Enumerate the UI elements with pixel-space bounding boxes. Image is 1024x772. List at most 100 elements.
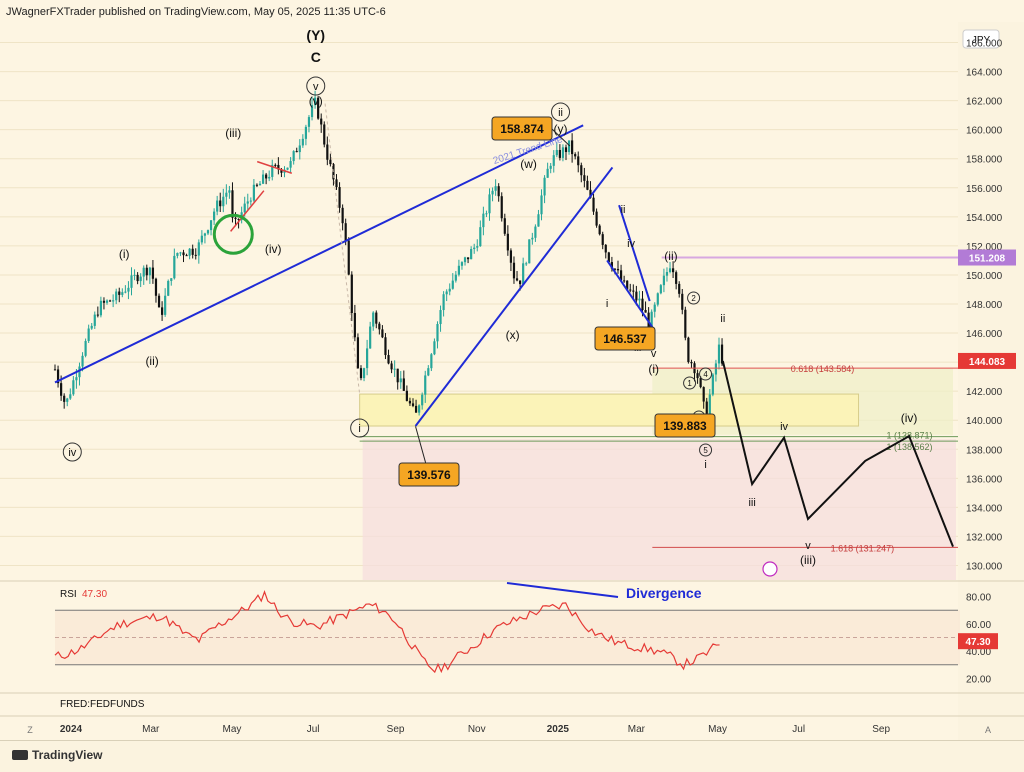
candle-body: [53, 369, 57, 371]
candle-body: [555, 149, 558, 156]
wave-label: (Y): [306, 27, 325, 43]
divergence-label: Divergence: [626, 585, 702, 601]
fred-pane: [0, 694, 958, 716]
wave-label: iv: [627, 238, 635, 250]
wave-label: (i): [648, 362, 659, 376]
wave-label: (x): [506, 328, 520, 342]
candle-body: [503, 218, 506, 234]
candle-body: [414, 405, 418, 413]
wave-label: v: [651, 348, 657, 360]
auto-a: A: [985, 725, 991, 735]
candle-body: [583, 175, 586, 181]
candle-body: [246, 201, 249, 204]
candle-body: [659, 285, 662, 294]
zoom-z: Z: [27, 725, 33, 735]
candle-body: [720, 344, 724, 364]
candle-body: [424, 375, 427, 395]
candle-body: [265, 174, 268, 179]
candles: [53, 90, 724, 421]
candle-body: [102, 300, 106, 303]
candle-body: [402, 378, 405, 391]
candle-body: [320, 118, 323, 125]
candle-body: [381, 329, 384, 338]
price-tag: [398, 462, 460, 487]
red-line-b: [256, 160, 293, 174]
candle-body: [430, 354, 433, 369]
candle-body: [696, 373, 699, 379]
candle-body: [157, 295, 161, 308]
candle-body: [84, 340, 87, 356]
candle-body: [286, 167, 289, 170]
candle-body: [574, 154, 577, 157]
wedge-upper: [618, 204, 651, 302]
wave-circle: [687, 291, 701, 305]
candle-body: [558, 149, 561, 158]
candle-body: [148, 267, 151, 276]
candle-body: [323, 124, 326, 145]
candle-body: [173, 255, 176, 279]
candle-body: [546, 168, 549, 178]
rsi-line: [54, 590, 720, 674]
wave-circle: [62, 442, 82, 462]
right-tag: 144.083: [969, 357, 1006, 368]
candle-body: [528, 239, 531, 264]
wave-label: iv: [780, 421, 788, 433]
candle-body: [399, 378, 402, 383]
wave-circle-label: 5: [703, 446, 708, 455]
candle-body: [359, 368, 363, 379]
candle-body: [298, 145, 301, 153]
candle-body: [506, 233, 509, 251]
candle-body: [702, 387, 705, 402]
candle-body: [228, 190, 231, 193]
candle-body: [552, 155, 555, 166]
candle-body: [96, 314, 99, 316]
price-tag: [654, 413, 716, 438]
candle-body: [375, 312, 378, 324]
candle-body: [378, 323, 381, 330]
wave-circle-label: 1: [687, 379, 692, 388]
candle-body: [623, 280, 626, 282]
candle-body: [564, 147, 568, 153]
candle-body: [142, 267, 145, 277]
candle-body: [598, 225, 601, 235]
currency-box: [962, 29, 1000, 49]
wave-label: (v): [309, 94, 323, 108]
candle-body: [329, 159, 332, 165]
rsi-y-tick: 20.00: [966, 674, 991, 685]
candle-body: [118, 291, 121, 295]
candle-body: [191, 248, 194, 255]
candle-body: [607, 252, 610, 263]
wave-label: v: [805, 540, 811, 552]
candle-body: [433, 341, 436, 355]
candle-body: [372, 312, 375, 327]
candle-body: [473, 247, 476, 250]
candle-body: [678, 283, 681, 294]
x-tick: May: [708, 724, 727, 735]
fred-label: FRED:FEDFUNDS: [60, 699, 145, 710]
wave-circle-label: v: [313, 81, 319, 93]
candle-body: [711, 374, 714, 395]
x-tick: Jul: [792, 724, 805, 735]
wave-label: ii: [621, 204, 626, 216]
candle-body: [543, 177, 546, 196]
candle-body: [160, 307, 164, 315]
wave-circle: [699, 443, 713, 457]
candle-body: [341, 207, 344, 224]
x-tick: 2025: [547, 724, 570, 735]
candle-body: [482, 213, 485, 228]
candle-body: [154, 278, 158, 296]
candle-body: [145, 267, 148, 276]
y-tick: 154.000: [966, 213, 1003, 224]
wave-circle: [699, 367, 713, 381]
candle-body: [255, 184, 259, 186]
support-zone: [359, 393, 860, 427]
candle-body: [610, 262, 613, 269]
candle-body: [662, 275, 666, 286]
price-tag: [491, 116, 553, 141]
candle-body: [457, 265, 461, 275]
wave-label: (ii): [664, 249, 677, 263]
fib-label-0618: 0.618 (143.584): [791, 364, 855, 374]
candle-body: [485, 213, 488, 215]
wave-label: (iv): [265, 242, 282, 256]
